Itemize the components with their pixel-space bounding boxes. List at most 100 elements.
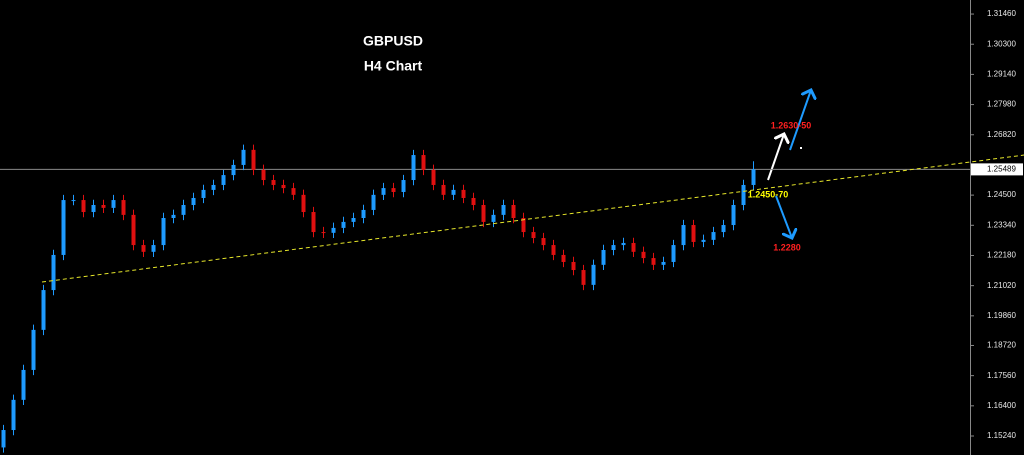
annotation: 1.2630-50 — [771, 120, 812, 130]
y-tick-label: 1.24500 — [987, 190, 1016, 199]
y-tick-label: 1.16400 — [987, 401, 1016, 410]
candle-body — [381, 188, 386, 195]
candle-body — [181, 204, 186, 215]
candle-body — [261, 169, 266, 181]
candle-body — [661, 261, 666, 265]
candle-body — [71, 200, 76, 202]
candle-body — [641, 251, 646, 259]
candle-body — [431, 169, 436, 185]
candle-body — [51, 254, 56, 291]
candle-body — [571, 261, 576, 271]
candle-body — [281, 184, 286, 189]
candle-body — [81, 200, 86, 213]
candle-body — [741, 184, 746, 205]
y-tick-label: 1.15240 — [987, 431, 1016, 440]
candle-body — [721, 225, 726, 233]
candle-body — [101, 204, 106, 208]
candle-body — [321, 232, 326, 234]
candle-body — [671, 245, 676, 262]
candle-body — [591, 264, 596, 285]
y-tick-label: 1.27980 — [987, 100, 1016, 109]
candle-body — [311, 212, 316, 233]
y-tick-label: 1.18720 — [987, 341, 1016, 350]
candle-body — [711, 232, 716, 240]
candle-body — [251, 149, 256, 170]
candle-body — [61, 200, 66, 255]
candle-body — [371, 194, 376, 210]
candle-body — [161, 218, 166, 246]
candle-body — [341, 221, 346, 228]
candle-body — [521, 218, 526, 233]
candle-body — [421, 155, 426, 170]
candle-body — [631, 242, 636, 252]
candle-body — [681, 225, 686, 246]
candle-body — [131, 214, 136, 246]
candle-body — [21, 369, 26, 400]
candle-body — [451, 189, 456, 195]
candle-body — [31, 329, 36, 370]
y-tick-label: 1.31460 — [987, 9, 1016, 18]
candle-body — [231, 164, 236, 176]
candle-body — [541, 238, 546, 246]
y-tick-label: 1.29140 — [987, 70, 1016, 79]
y-tick-label: 1.22180 — [987, 251, 1016, 260]
candle-body — [501, 204, 506, 215]
candle-body — [581, 270, 586, 285]
candle-body — [41, 290, 46, 330]
candle-body — [141, 245, 146, 252]
candle-body — [211, 184, 216, 190]
candle-body — [511, 204, 516, 219]
annotation: 1.2450-70 — [748, 189, 789, 199]
candle-body — [471, 197, 476, 205]
current-price-label: 1.25489 — [987, 164, 1016, 173]
candle-body — [361, 209, 366, 219]
candle-body — [481, 204, 486, 222]
candle-body — [151, 245, 156, 252]
current-price-box — [971, 163, 1023, 176]
arrow — [789, 90, 811, 151]
chart-title: GBPUSD — [363, 33, 423, 49]
y-tick-label: 1.26820 — [987, 130, 1016, 139]
arrow — [775, 195, 792, 238]
candle-body — [121, 200, 126, 215]
y-tick-label: 1.19860 — [987, 311, 1016, 320]
candle-body — [621, 242, 626, 246]
candle-body — [191, 197, 196, 205]
candle-body — [531, 232, 536, 239]
arrow — [767, 134, 784, 181]
candle-body — [401, 180, 406, 192]
y-tick-label: 1.30300 — [987, 39, 1016, 48]
candle-body — [201, 189, 206, 198]
candle-body — [411, 155, 416, 181]
candle-body — [731, 204, 736, 226]
candle-body — [331, 227, 336, 233]
candle-body — [221, 175, 226, 185]
candle-body — [111, 200, 116, 208]
chart-subtitle: H4 Chart — [364, 58, 423, 74]
y-tick-label: 1.23340 — [987, 220, 1016, 229]
candle-body — [461, 189, 466, 198]
candle-body — [691, 225, 696, 242]
dot — [800, 147, 802, 149]
candle-body — [651, 258, 656, 265]
candle-body — [351, 218, 356, 222]
candle-body — [751, 169, 756, 185]
candle-body — [701, 239, 706, 242]
y-tick-label: 1.17560 — [987, 371, 1016, 380]
candle-body — [551, 245, 556, 255]
candle-body — [271, 180, 276, 185]
candle-body — [1, 430, 6, 448]
y-tick-label: 1.21020 — [987, 281, 1016, 290]
candle-body — [441, 184, 446, 195]
annotation: 1.2280 — [773, 242, 801, 252]
candle-body — [611, 245, 616, 251]
candle-body — [301, 194, 306, 213]
candle-body — [561, 254, 566, 262]
candle-body — [241, 149, 246, 165]
candle-body — [291, 188, 296, 195]
candle-body — [91, 204, 96, 213]
candle-body — [491, 214, 496, 222]
candle-body — [391, 188, 396, 192]
